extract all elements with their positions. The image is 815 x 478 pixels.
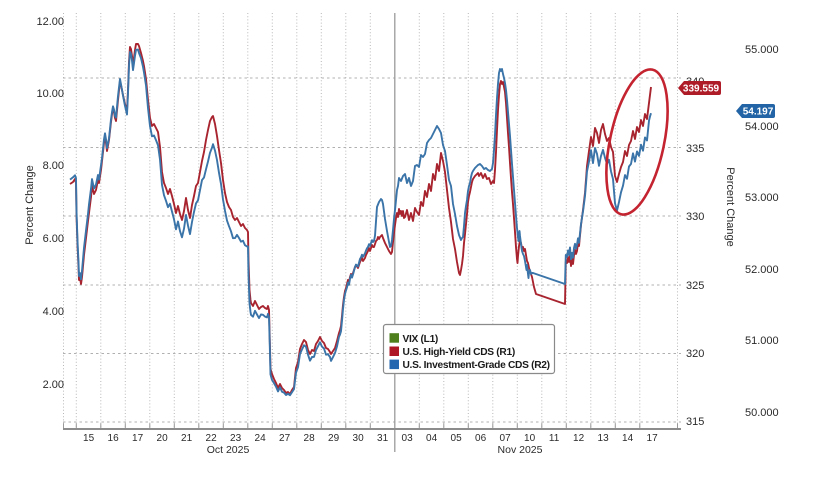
svg-text:24: 24 [255,433,267,444]
svg-text:Percent Change: Percent Change [24,165,36,245]
svg-text:Percent Change: Percent Change [724,167,736,247]
svg-text:31: 31 [377,433,389,444]
svg-text:11: 11 [549,433,560,444]
svg-text:06: 06 [475,433,487,444]
svg-text:12: 12 [573,433,585,444]
svg-text:05: 05 [451,433,463,444]
svg-text:17: 17 [132,433,144,444]
svg-text:2.00: 2.00 [43,379,64,391]
svg-text:22: 22 [206,433,218,444]
svg-text:VIX (L1): VIX (L1) [403,334,439,345]
svg-text:55.000: 55.000 [745,44,779,56]
svg-text:28: 28 [304,433,316,444]
svg-text:Nov 2025: Nov 2025 [498,444,543,456]
svg-text:03: 03 [402,433,414,444]
svg-text:4.00: 4.00 [43,306,64,318]
svg-text:20: 20 [157,433,169,444]
svg-text:17: 17 [647,433,659,444]
svg-text:29: 29 [328,433,340,444]
svg-text:325: 325 [686,280,704,292]
svg-text:320: 320 [686,348,704,360]
svg-text:U.S. High-Yield CDS (R1): U.S. High-Yield CDS (R1) [403,347,515,358]
svg-text:U.S. Investment-Grade CDS (R2): U.S. Investment-Grade CDS (R2) [403,360,550,371]
svg-text:30: 30 [353,433,365,444]
svg-text:315: 315 [686,416,704,428]
svg-text:10: 10 [524,433,536,444]
svg-text:Oct 2025: Oct 2025 [207,444,250,456]
svg-text:12.00: 12.00 [36,16,64,28]
svg-text:54.000: 54.000 [745,121,779,133]
svg-text:335: 335 [686,143,704,155]
svg-text:14: 14 [622,433,634,444]
svg-text:04: 04 [426,433,438,444]
svg-text:07: 07 [500,433,512,444]
svg-text:330: 330 [686,211,704,223]
svg-text:52.000: 52.000 [745,264,779,276]
svg-text:53.000: 53.000 [745,192,779,204]
svg-text:16: 16 [108,433,120,444]
svg-text:27: 27 [279,433,291,444]
svg-text:339.559: 339.559 [683,84,720,95]
svg-text:13: 13 [598,433,610,444]
svg-text:6.00: 6.00 [43,233,64,245]
svg-text:10.00: 10.00 [36,88,64,100]
svg-text:54.197: 54.197 [743,107,774,118]
svg-text:8.00: 8.00 [43,160,64,172]
svg-text:15: 15 [83,433,95,444]
svg-text:51.000: 51.000 [745,335,779,347]
svg-text:23: 23 [230,433,242,444]
svg-text:50.000: 50.000 [745,407,779,419]
svg-text:21: 21 [181,433,193,444]
